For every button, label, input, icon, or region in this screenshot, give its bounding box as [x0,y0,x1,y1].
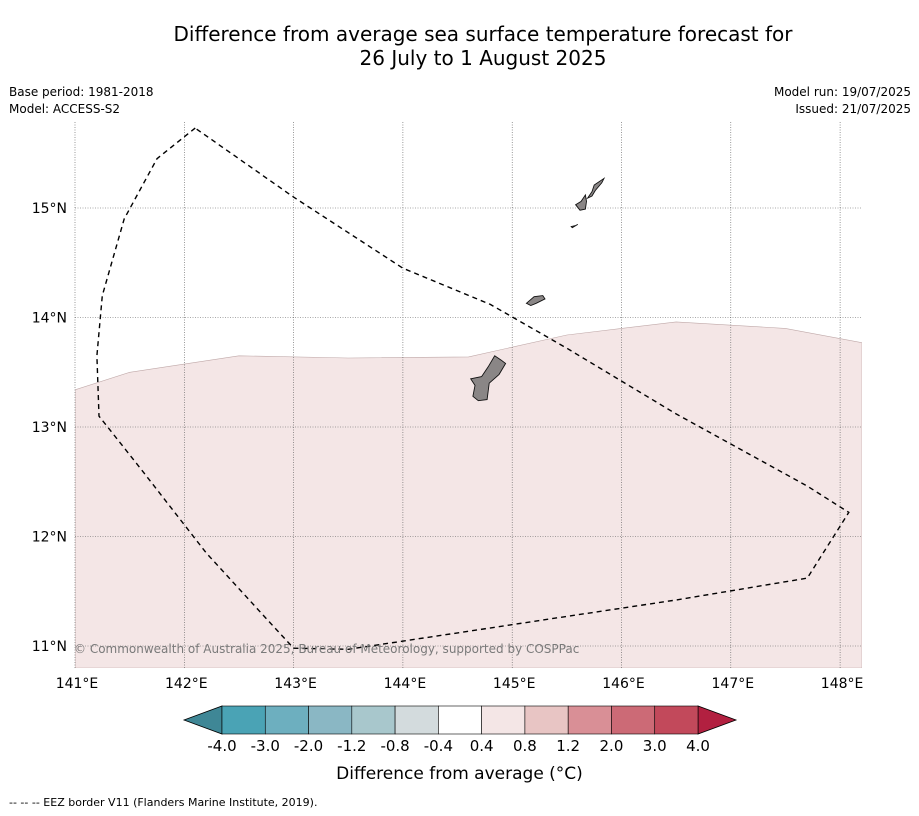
colorbar-tick-5: -0.4 [424,737,453,755]
x-tick-label-144: 144°E [384,676,427,692]
colorbar-tick-10: 3.0 [643,737,667,755]
island-4 [570,223,579,229]
model-name: Model: ACCESS-S2 [9,102,121,116]
x-tick-label-143: 143°E [274,676,317,692]
colorbar-under [182,705,223,735]
colorbar-bin-7 [524,705,569,735]
issued-date: Issued: 21/07/2025 [795,102,911,116]
colorbar-bin-5 [438,705,482,735]
colorbar-tick-8: 1.2 [556,737,580,755]
colorbar-tick-0: -4.0 [207,737,236,755]
colorbar-tick-9: 2.0 [600,737,624,755]
y-tick-label-13: 13°N [32,420,67,436]
colorbar-bin-1 [264,705,309,735]
colorbar-tick-2: -2.0 [294,737,323,755]
copyright-text: © Commonwealth of Australia 2025, Bureau… [74,642,579,656]
meta-left: Base period: 1981-2018 Model: ACCESS-S2 [9,84,154,118]
x-tick-label-141: 141°E [56,676,99,692]
colorbar-bin-9 [611,705,656,735]
y-tick-label-14: 14°N [32,311,67,327]
colorbar-bin-10 [654,705,699,735]
meta-right: Model run: 19/07/2025 Issued: 21/07/2025 [774,84,911,118]
colorbar-tick-4: -0.8 [380,737,409,755]
colorbar-tick-6: 0.4 [470,737,494,755]
colorbar-bin-8 [567,705,612,735]
colorbar-bin-0 [221,705,266,735]
y-tick-label-12: 12°N [32,530,67,546]
colorbar-bin-2 [308,705,353,735]
colorbar-tick-1: -3.0 [251,737,280,755]
island-2 [574,193,587,211]
colorbar-bin-4 [394,705,439,735]
title-line-1: Difference from average sea surface temp… [173,22,793,46]
colorbar-bin-6 [481,705,526,735]
colorbar-over [697,705,738,735]
eez-legend-note: -- -- -- EEZ border V11 (Flanders Marine… [9,796,318,809]
x-tick-label-147: 147°E [712,676,755,692]
colorbar-label: Difference from average (°C) [336,764,583,784]
island-1 [525,295,546,306]
colorbar-bin-3 [351,705,396,735]
island-0 [469,355,507,402]
anomaly-region-0.4-0.8 [75,321,862,668]
title-line-2: 26 July to 1 August 2025 [359,46,607,70]
colorbar-tick-7: 0.8 [513,737,537,755]
colorbar-tick-11: 4.0 [686,737,710,755]
x-tick-label-142: 142°E [165,676,208,692]
y-tick-label-11: 11°N [32,639,67,655]
x-tick-label-148: 148°E [821,676,864,692]
x-tick-label-146: 146°E [602,676,645,692]
model-run: Model run: 19/07/2025 [773,85,911,99]
x-tick-label-145: 145°E [493,676,536,692]
chart-title: Difference from average sea surface temp… [0,22,919,70]
island-3 [586,177,606,200]
eez-border [96,127,850,651]
y-tick-label-15: 15°N [32,201,67,217]
base-period: Base period: 1981-2018 [9,85,154,99]
colorbar-tick-3: -1.2 [337,737,366,755]
